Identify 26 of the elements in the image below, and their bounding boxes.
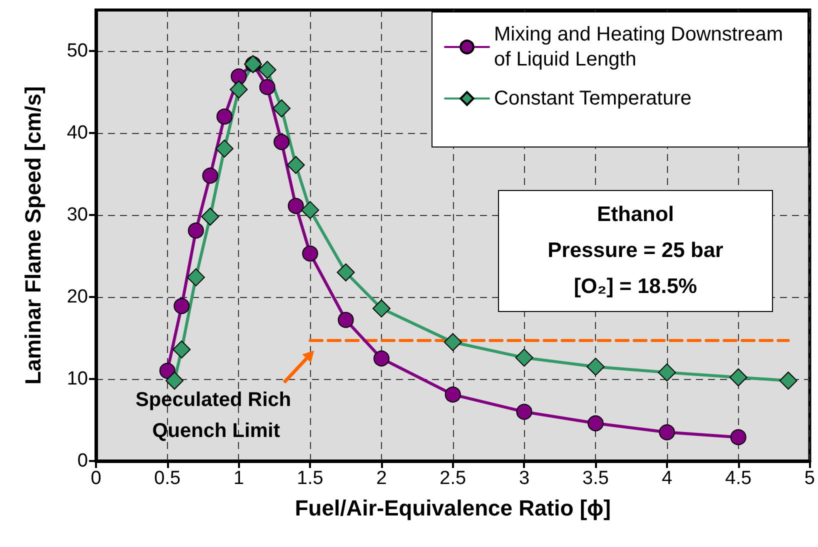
- x-tick-label: 5: [804, 468, 816, 489]
- x-axis-title: Fuel/Air-Equivalence Ratio [ϕ]: [294, 496, 611, 520]
- x-tick-label: 1.5: [296, 468, 324, 489]
- x-tick-label: 4: [662, 468, 673, 489]
- legend-label: Mixing and Heating Downstream of Liquid Length: [494, 24, 789, 70]
- annotation: Speculated Rich Quench Limit: [136, 388, 297, 442]
- annotation: [O₂] = 18.5%: [572, 274, 698, 300]
- annotation: Pressure = 25 bar: [546, 238, 724, 264]
- y-tick-label: 0: [77, 450, 88, 472]
- x-tick-label: 0.5: [154, 468, 181, 489]
- y-tick-label: 40: [66, 122, 88, 144]
- x-tick-label: 3: [518, 468, 530, 489]
- x-tick-label: 3.5: [582, 468, 609, 489]
- x-tick-label: 2: [376, 468, 387, 489]
- y-axis-title: Laminar Flame Speed [cm/s]: [20, 86, 46, 385]
- x-tick-label: 1: [233, 468, 244, 489]
- x-tick-label: 0: [90, 468, 102, 489]
- y-tick-label: 20: [66, 286, 88, 308]
- y-tick-label: 50: [66, 40, 88, 62]
- x-tick-label: 4.5: [725, 468, 752, 489]
- x-tick-label: 2.5: [440, 468, 466, 489]
- legend-label: Constant Temperature: [494, 88, 692, 110]
- note-box: Ethanol Pressure = 25 bar [O₂] = 18.5%: [498, 190, 773, 312]
- y-tick-label: 10: [66, 368, 88, 390]
- annotation: Ethanol: [596, 202, 675, 228]
- y-tick-label: 30: [66, 204, 88, 226]
